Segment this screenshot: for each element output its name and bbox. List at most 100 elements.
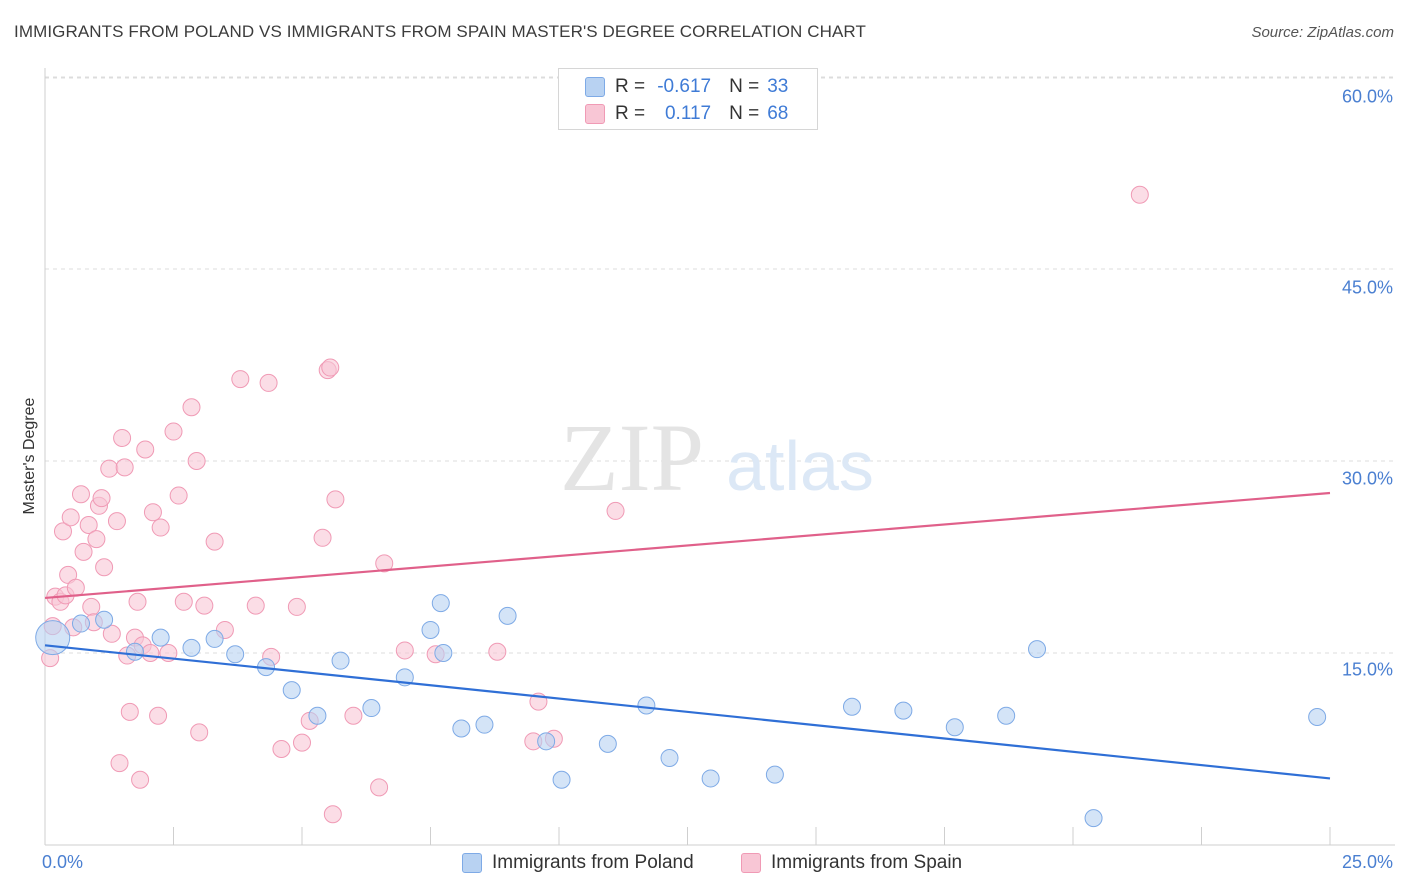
- data-point: [79, 516, 98, 534]
- source-label: Source: ZipAtlas.com: [1251, 24, 1394, 41]
- data-point: [66, 578, 85, 597]
- data-point: [169, 486, 188, 505]
- data-point: [95, 558, 114, 577]
- y-tick-label: 45.0%: [1341, 277, 1393, 298]
- data-point: [182, 638, 201, 657]
- data-point: [326, 490, 345, 509]
- watermark-atlas: atlas: [726, 427, 874, 505]
- legend-r-label: R =: [615, 76, 646, 97]
- data-point: [637, 696, 656, 715]
- data-point: [92, 489, 111, 508]
- data-point: [331, 651, 350, 670]
- data-point: [1308, 708, 1327, 726]
- data-point: [488, 642, 507, 661]
- legend-r-label: R =: [615, 103, 646, 124]
- data-point: [475, 715, 494, 734]
- data-point: [74, 542, 93, 561]
- watermark: ZIP atlas: [560, 404, 874, 511]
- spain-swatch: [585, 104, 605, 124]
- data-point: [174, 592, 193, 611]
- data-point: [362, 699, 381, 718]
- spain-swatch: [741, 853, 761, 873]
- data-point: [537, 732, 556, 751]
- data-point: [259, 373, 278, 392]
- axes: [44, 68, 1395, 846]
- data-point: [102, 624, 121, 643]
- poland-swatch: [585, 77, 605, 97]
- data-point: [313, 528, 332, 547]
- y-tick-label: 60.0%: [1341, 86, 1393, 107]
- data-point: [110, 754, 129, 773]
- bottom-legend-poland: Immigrants from Poland: [462, 852, 694, 874]
- data-point: [1028, 640, 1047, 659]
- data-point: [421, 620, 440, 639]
- data-point: [143, 503, 162, 522]
- data-point: [71, 614, 90, 633]
- y-tick-label: 15.0%: [1341, 659, 1393, 680]
- data-point: [190, 723, 209, 742]
- data-point: [660, 748, 679, 767]
- data-point: [842, 697, 861, 716]
- data-point: [53, 522, 72, 541]
- data-point: [552, 770, 571, 789]
- data-point: [182, 398, 201, 417]
- data-point: [164, 422, 183, 441]
- data-point: [344, 706, 363, 725]
- data-point: [945, 718, 964, 737]
- data-point: [431, 594, 450, 613]
- data-point: [370, 778, 389, 797]
- data-point: [375, 554, 394, 573]
- legend-n-value: 68: [767, 103, 789, 124]
- poland-points: [35, 594, 1327, 828]
- data-point: [606, 501, 625, 520]
- x-tick-label-max: 25.0%: [1341, 852, 1393, 872]
- trend-lines: [44, 491, 1331, 780]
- data-point: [434, 644, 453, 662]
- data-point: [452, 719, 471, 738]
- data-point: [151, 628, 170, 647]
- poland-swatch: [462, 853, 482, 873]
- data-point: [115, 458, 134, 477]
- poland-trend-line: [44, 644, 1331, 780]
- y-tick-label: 30.0%: [1341, 468, 1393, 489]
- data-point: [997, 706, 1016, 725]
- data-point: [141, 644, 160, 662]
- legend-series-label: Immigrants from Poland: [492, 852, 694, 873]
- data-point: [100, 459, 119, 478]
- legend-n-value: 33: [767, 76, 789, 97]
- data-point: [61, 508, 80, 527]
- legend-n-label: N =: [729, 76, 760, 97]
- data-point: [71, 485, 90, 504]
- data-point: [231, 370, 250, 389]
- data-point: [187, 452, 206, 470]
- legend-n-label: N =: [729, 103, 760, 124]
- data-point: [498, 606, 517, 625]
- data-point: [1084, 809, 1103, 828]
- data-point: [287, 597, 306, 616]
- data-point: [195, 596, 214, 615]
- data-point: [282, 681, 301, 700]
- data-point: [321, 358, 340, 377]
- data-point: [95, 610, 114, 629]
- legend-row-poland: R = -0.617 N = 33: [585, 75, 788, 99]
- data-point: [87, 530, 106, 549]
- data-point: [395, 641, 414, 660]
- data-point: [120, 702, 139, 721]
- data-point: [323, 805, 342, 824]
- legend-r-value: -0.617: [657, 76, 712, 97]
- data-point: [35, 620, 71, 656]
- data-point: [136, 440, 155, 459]
- data-point: [765, 765, 784, 784]
- data-point: [113, 428, 132, 447]
- data-point: [205, 629, 224, 648]
- grid-lines: [45, 76, 1395, 654]
- data-point: [272, 740, 291, 758]
- data-point: [125, 642, 144, 661]
- data-point: [293, 733, 311, 752]
- correlation-legend: R = -0.617 N = 33 R = 0.117 N = 68: [558, 68, 818, 130]
- data-point: [82, 597, 101, 616]
- x-tick-label-min: 0.0%: [42, 852, 84, 872]
- data-point: [151, 518, 170, 537]
- legend-series-label: Immigrants from Spain: [771, 852, 963, 873]
